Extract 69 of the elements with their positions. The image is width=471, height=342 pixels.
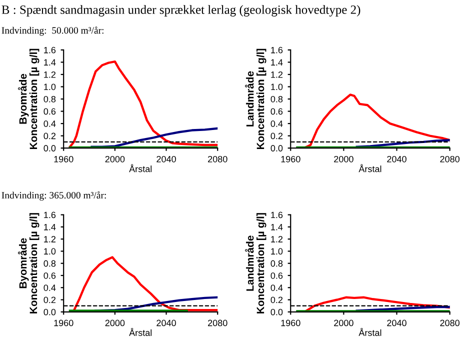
line-series xyxy=(356,139,450,148)
y-tick-label: 0.0 xyxy=(44,145,56,152)
y-tick-label: 1.6 xyxy=(271,212,283,218)
y-tick-label: 0.6 xyxy=(270,272,283,279)
x-tick-label: 2080 xyxy=(208,320,228,326)
line-series xyxy=(90,127,218,148)
x-tick-label: 2000 xyxy=(105,156,125,162)
y-axis-title: Landmråde Koncentration [µ g/l] xyxy=(245,213,266,314)
y-tick-label: 0.4 xyxy=(270,284,283,291)
y-tick-label: 1.6 xyxy=(44,212,56,218)
y-tick-label: 0.2 xyxy=(44,296,56,304)
x-tick-label: 2000 xyxy=(334,320,354,326)
y-tick-label: 1.2 xyxy=(44,236,56,242)
x-tick-label: 2080 xyxy=(440,156,460,162)
x-tick-label: 1960 xyxy=(54,156,74,162)
x-tick-label: 2080 xyxy=(208,156,228,162)
y-tick-label: 1.2 xyxy=(44,71,56,78)
line-series xyxy=(72,256,218,312)
y-tick-label: 1.4 xyxy=(271,59,283,66)
x-tick-label: 2040 xyxy=(156,156,176,162)
y-tick-label: 1.4 xyxy=(44,224,56,230)
line-series xyxy=(305,296,450,312)
y-tick-label: 0.0 xyxy=(270,308,283,316)
y-tick-label: 1.0 xyxy=(44,248,56,255)
y-tick-label: 0.0 xyxy=(270,145,283,152)
line-series xyxy=(302,94,450,148)
y-tick-label: 0.8 xyxy=(44,260,56,267)
y-tick-label: 0.6 xyxy=(44,108,56,115)
chart-subtitle: Indvinding: 50.000 m³/år: xyxy=(2,26,104,36)
y-tick-label: 0.8 xyxy=(270,96,283,102)
y-tick-label: 1.2 xyxy=(271,236,283,242)
y-tick-label: 1.6 xyxy=(44,46,56,54)
y-tick-label: 0.2 xyxy=(270,296,283,304)
chart-title: B : Spændt sandmagasin under sprækket lerlag (geologisk hovedtype 2) xyxy=(2,5,360,16)
x-tick-label: 2040 xyxy=(387,156,406,162)
y-tick-label: 0.4 xyxy=(44,120,56,127)
y-tick-label: 1.0 xyxy=(271,248,283,255)
line-series xyxy=(68,60,218,148)
x-tick-label: 2080 xyxy=(440,320,460,326)
x-axis-title: Årstal xyxy=(358,328,382,336)
x-tick-label: 1960 xyxy=(54,320,74,326)
x-tick-label: 1960 xyxy=(281,156,300,162)
x-tick-label: 1960 xyxy=(281,320,300,326)
chart-subtitle: Indvinding: 365.000 m³/år: xyxy=(2,191,106,201)
x-axis-title: Årstal xyxy=(129,164,152,172)
y-tick-label: 0.0 xyxy=(44,308,56,316)
y-tick-label: 1.2 xyxy=(271,71,283,78)
y-tick-label: 1.0 xyxy=(44,84,56,90)
y-tick-label: 0.8 xyxy=(270,260,283,267)
y-tick-label: 1.4 xyxy=(271,224,283,230)
y-tick-label: 0.6 xyxy=(44,272,56,279)
y-tick-label: 0.2 xyxy=(44,132,56,140)
y-tick-label: 1.0 xyxy=(271,84,283,90)
x-tick-label: 2000 xyxy=(105,320,125,326)
x-axis-title: Årstal xyxy=(129,328,152,336)
x-tick-label: 2040 xyxy=(387,320,406,326)
y-tick-label: 0.2 xyxy=(270,132,283,140)
y-tick-label: 0.4 xyxy=(44,284,56,291)
y-tick-label: 0.6 xyxy=(270,108,283,115)
y-axis-title: Byområde Koncentration [µ g/l] xyxy=(18,213,40,314)
x-tick-label: 2000 xyxy=(334,156,354,162)
x-axis-title: Årstal xyxy=(358,164,382,172)
y-axis-title: Byområde Koncentration [µ g/l] xyxy=(18,48,40,150)
y-axis-title: Landmråde Koncentration [µ g/l] xyxy=(245,48,266,150)
y-tick-label: 1.4 xyxy=(44,59,56,66)
x-tick-label: 2040 xyxy=(156,320,176,326)
y-tick-label: 1.6 xyxy=(271,46,283,54)
y-tick-label: 0.4 xyxy=(270,120,283,127)
y-tick-label: 0.8 xyxy=(44,96,56,102)
